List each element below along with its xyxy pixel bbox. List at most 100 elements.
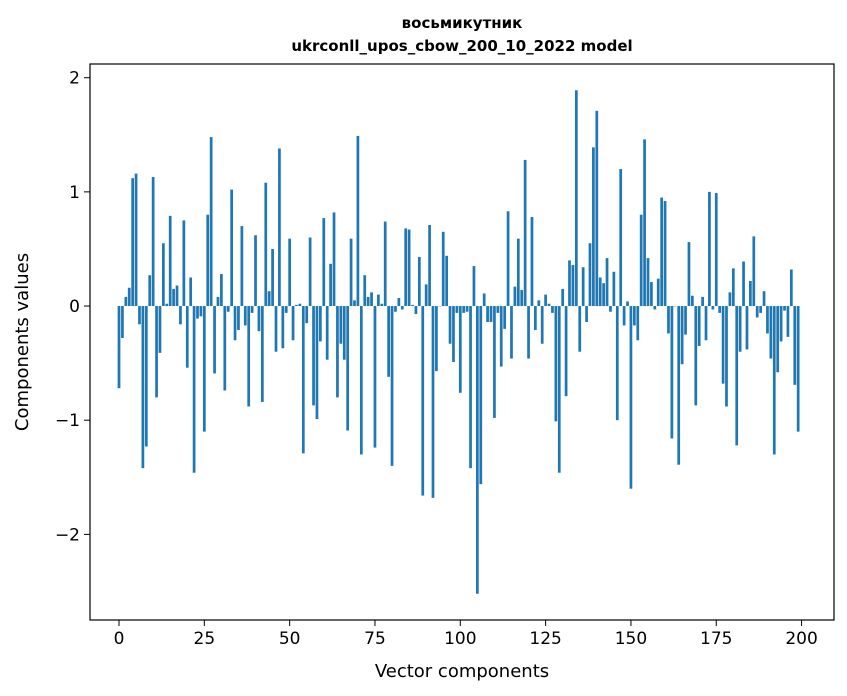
bar-175 [714,193,718,307]
bars-group [117,90,800,594]
bar-127 [551,306,554,313]
bar-141 [598,277,602,307]
bar-11 [155,306,158,398]
bar-183 [742,261,745,307]
bar-195 [783,306,786,311]
bar-53 [298,303,302,307]
bar-12 [158,306,162,353]
bar-123 [537,300,541,307]
bar-54 [301,306,305,454]
bar-108 [486,306,489,323]
x-axis-ticks: 0 25 50 75 100 125 150 175 200 [114,620,818,649]
bar-178 [725,306,728,407]
bar-28 [213,306,216,374]
bar-136 [581,267,585,307]
x-tick-label: 50 [279,629,301,649]
bar-161 [667,306,670,334]
bar-101 [462,306,466,313]
bar-55 [305,306,309,324]
bar-170 [697,306,701,346]
bar-107 [482,293,486,307]
bar-64 [336,306,339,398]
bar-167 [687,242,691,307]
bar-99 [455,306,459,313]
bar-193 [776,306,780,373]
bar-30 [220,274,223,307]
x-tick-label: 25 [194,629,216,649]
bar-21 [189,277,193,307]
bar-117 [516,238,520,307]
bar-159 [660,197,664,307]
bar-22 [192,306,196,473]
bar-129 [557,306,561,473]
bar-165 [680,306,684,365]
bar-29 [216,296,220,307]
bar-70 [356,135,360,307]
bar-50 [288,238,292,307]
bar-19 [182,220,186,307]
bar-154 [643,139,646,307]
bar-173 [708,191,711,307]
x-tick-label: 0 [114,629,125,649]
bar-194 [779,306,783,342]
bar-69 [353,300,356,307]
bar-36 [240,226,244,307]
bar-44 [267,291,271,307]
bar-79 [387,306,390,377]
bar-133 [571,264,575,307]
y-axis-label: Components values [12,253,33,431]
bar-25 [202,306,206,432]
x-axis-label: Vector components [375,661,549,682]
bar-150 [629,306,633,489]
bar-185 [749,280,752,307]
bar-31 [223,306,227,391]
bar-38 [247,306,251,407]
bar-2 [124,296,128,307]
bar-143 [605,258,609,307]
bar-14 [165,303,169,307]
bar-100 [458,306,462,393]
bar-131 [564,306,568,397]
x-tick-label: 100 [444,629,476,649]
bar-125 [544,294,547,307]
bar-135 [578,306,582,352]
bar-82 [397,298,401,307]
x-tick-label: 200 [785,629,817,649]
bar-9 [148,275,152,307]
bar-17 [175,285,179,307]
bar-66 [342,306,346,360]
bar-24 [199,306,203,317]
bar-198 [793,306,797,385]
bar-5 [134,173,138,307]
bar-142 [602,283,605,307]
bar-148 [622,306,626,326]
bar-158 [656,278,660,307]
bar-144 [609,306,612,312]
bar-35 [237,306,240,331]
bar-95 [441,231,445,307]
bar-15 [168,215,172,307]
bar-174 [711,306,715,310]
bar-84 [404,228,408,307]
bar-52 [295,304,298,307]
bar-187 [755,306,759,318]
bar-61 [325,306,329,360]
bar-43 [264,182,268,307]
bar-157 [653,306,657,310]
bar-1 [121,306,124,339]
y-axis-ticks: −2 −1 0 1 2 [55,69,90,545]
bar-121 [530,216,534,307]
bar-152 [636,306,640,341]
bar-182 [738,306,742,352]
bar-103 [469,306,472,469]
bar-67 [346,306,350,431]
bar-58 [315,306,319,420]
bar-146 [615,306,619,421]
bar-104 [472,266,476,307]
bar-137 [585,306,588,323]
bar-155 [646,258,650,307]
bar-0 [117,306,121,389]
bar-41 [257,306,261,332]
bar-13 [162,243,165,307]
bar-105 [475,306,479,594]
